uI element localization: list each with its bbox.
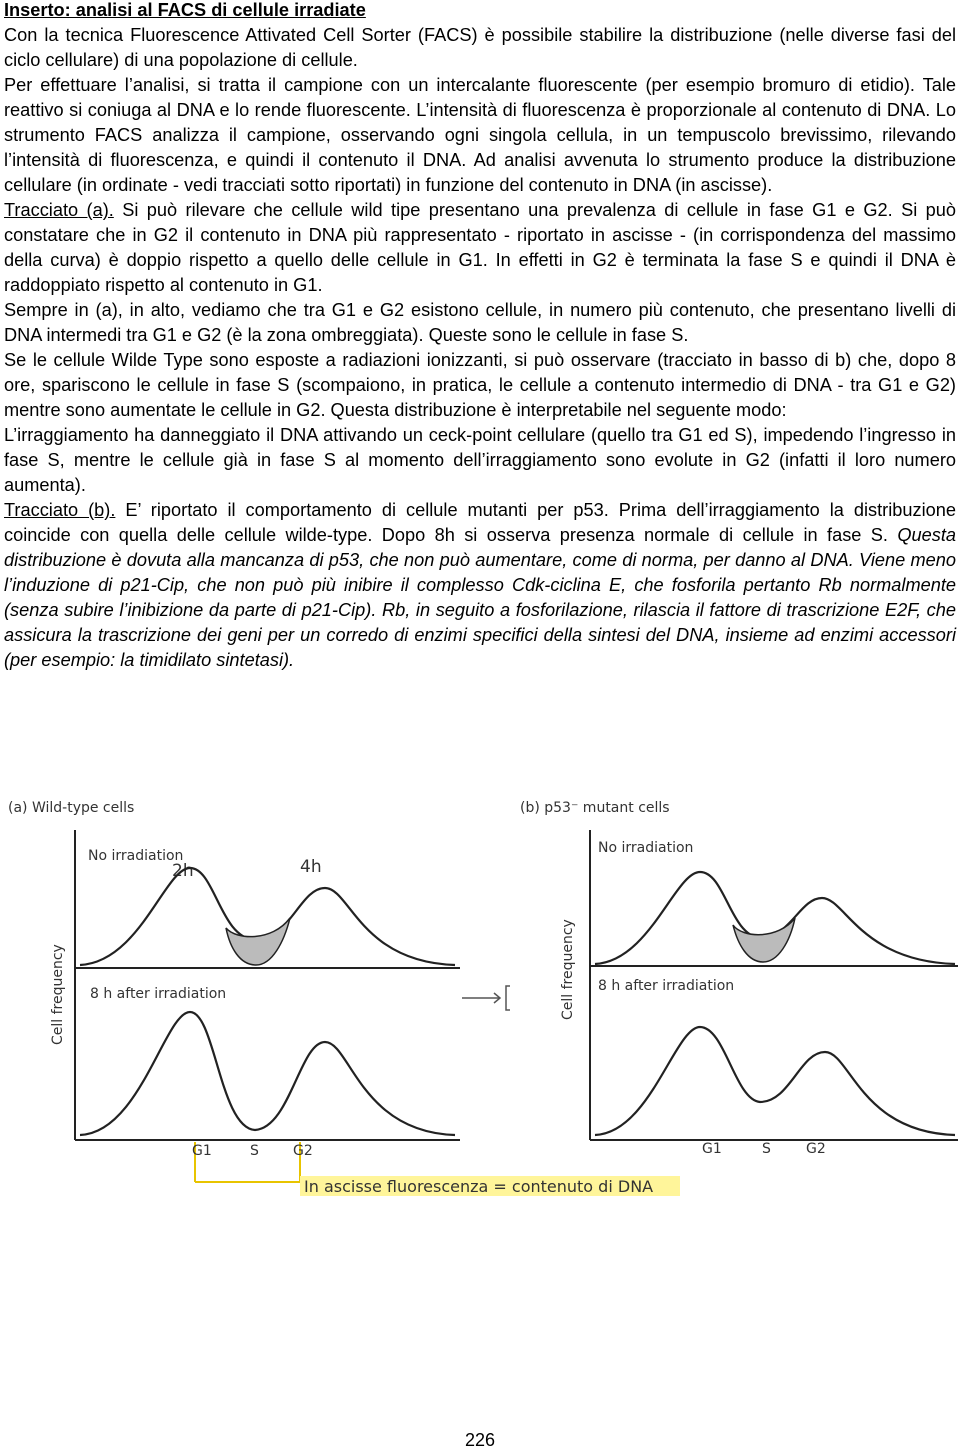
paragraph: Tracciato (b). E’ riportato il comportam… — [4, 498, 956, 673]
body-text: Inserto: analisi al FACS di cellule irra… — [4, 0, 956, 673]
text-run: Tracciato (a). — [4, 200, 114, 220]
text-run: Sempre in (a), in alto, vediamo che tra … — [4, 300, 956, 345]
shaded-area — [732, 917, 796, 963]
x-label: G1 — [192, 1143, 212, 1159]
text-run: Con la tecnica Fluorescence Attivated Ce… — [4, 25, 956, 70]
title: Inserto: analisi al FACS di cellule irra… — [4, 0, 366, 20]
paragraph: Sempre in (a), in alto, vediamo che tra … — [4, 298, 956, 348]
x-label: S — [762, 1141, 771, 1157]
paragraph: Con la tecnica Fluorescence Attivated Ce… — [4, 23, 956, 73]
text-run: Questa distribuzione è dovuta alla manca… — [4, 525, 956, 670]
x-label: S — [250, 1143, 259, 1159]
panel-title: (a) Wild-type cells — [8, 800, 134, 816]
y-axis-label: Cell frequency — [560, 919, 576, 1020]
panel-label: 8 h after irradiation — [598, 978, 734, 994]
panel-title: (b) p53⁻ mutant cells — [520, 800, 670, 816]
text-run: L’irraggiamento ha danneggiato il DNA at… — [4, 425, 956, 495]
handwritten-arrow — [462, 985, 510, 1011]
paragraph: Se le cellule Wilde Type sono esposte a … — [4, 348, 956, 423]
paragraph: L’irraggiamento ha danneggiato il DNA at… — [4, 423, 956, 498]
text-run: Tracciato (b). — [4, 500, 116, 520]
shaded-area — [225, 917, 291, 966]
highlight — [300, 1176, 680, 1196]
x-label: G1 — [702, 1141, 722, 1157]
text-run: Per effettuare l’analisi, si tratta il c… — [4, 75, 956, 195]
panel-label: No irradiation — [598, 840, 693, 856]
panel-label: No irradiation — [88, 848, 183, 864]
panel-label: 8 h after irradiation — [90, 986, 226, 1002]
curve — [79, 1010, 456, 1137]
paragraph: Tracciato (a). Si può rilevare che cellu… — [4, 198, 956, 298]
y-axis-label: Cell frequency — [50, 944, 66, 1045]
text-run: Si può rilevare che cellule wild tipe pr… — [4, 200, 957, 295]
text-run: E’ riportato il comportamento di cellule… — [4, 500, 956, 545]
paragraph: Per effettuare l’analisi, si tratta il c… — [4, 73, 956, 198]
time-marker: 4h — [300, 857, 322, 877]
page-number: 226 — [464, 1430, 496, 1450]
x-label: G2 — [806, 1141, 826, 1157]
curve — [594, 1025, 956, 1137]
text-run: Se le cellule Wilde Type sono esposte a … — [4, 350, 956, 420]
x-label: G2 — [293, 1143, 313, 1159]
figure: (a) Wild-type cells No irradiation 2h 4h… — [8, 800, 958, 1196]
caption: In ascisse fluorescenza = contenuto di D… — [304, 1177, 653, 1196]
